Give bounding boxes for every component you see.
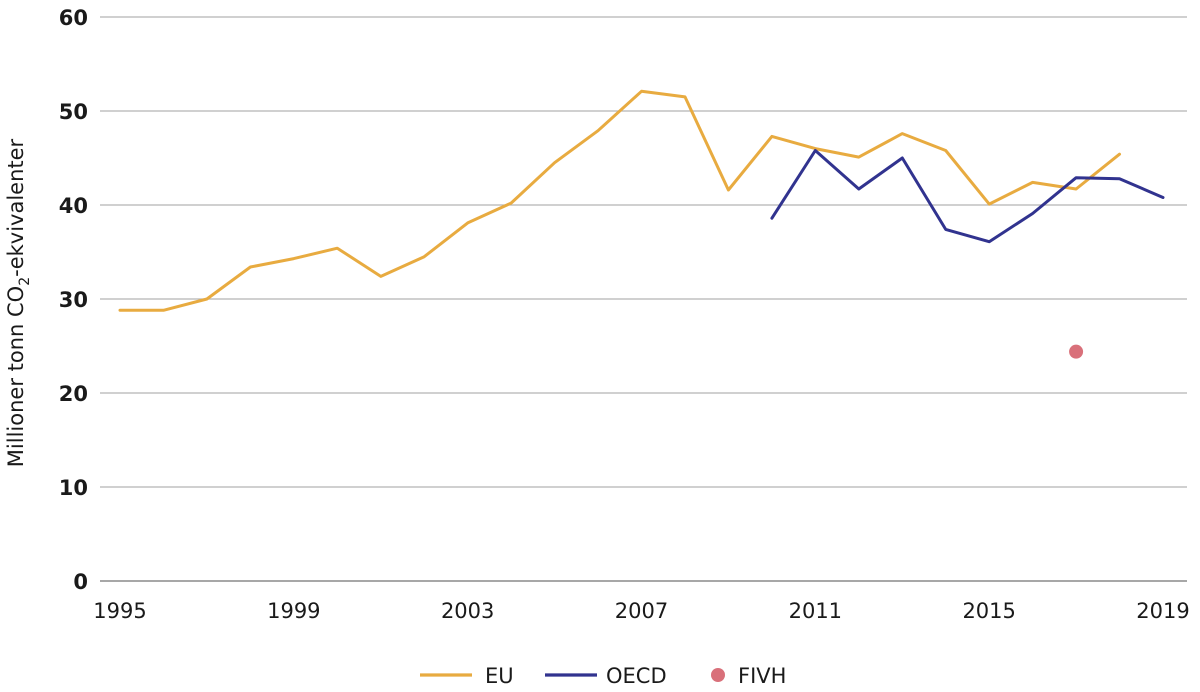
series-line-eu [118,89,1121,312]
x-tick-label: 2015 [962,599,1015,623]
x-axis-ticks: 1995 1999 2003 2007 2011 2015 2019 [93,599,1189,623]
x-tick-label: 1999 [267,599,320,623]
series-line-oecd [770,149,1165,244]
legend: EU OECD FIVH [420,664,786,688]
legend-label-fivh: FIVH [738,664,786,688]
legend-label-eu: EU [485,664,514,688]
gridlines [100,16,1187,582]
legend-label-oecd: OECD [606,664,667,688]
y-axis-label: Millioner tonn CO2-ekvivalenter [4,138,33,467]
x-tick-label: 2019 [1136,599,1189,623]
y-tick-label: 50 [59,100,88,124]
y-tick-label: 20 [59,382,88,406]
y-axis-ticks: 0 10 20 30 40 50 60 [59,6,88,594]
y-tick-label: 40 [59,194,88,218]
y-tick-label: 10 [59,476,88,500]
data-point-fivh [1069,344,1084,359]
series-area [118,89,1165,359]
y-tick-label: 30 [59,288,88,312]
y-tick-label: 0 [73,570,88,594]
x-tick-label: 2007 [615,599,668,623]
x-tick-label: 2011 [789,599,842,623]
y-tick-label: 60 [59,6,88,30]
legend-swatch-fivh [711,668,725,682]
x-tick-label: 2003 [441,599,494,623]
x-tick-label: 1995 [93,599,146,623]
